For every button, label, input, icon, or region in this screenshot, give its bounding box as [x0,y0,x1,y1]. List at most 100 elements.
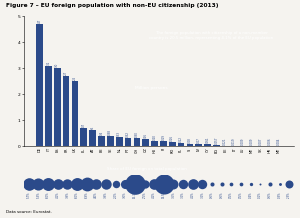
Point [123,182,128,185]
Text: 5.7%: 5.7% [27,191,31,198]
Text: 4.1%: 4.1% [191,191,195,198]
Bar [80,128,87,146]
Text: 0.08: 0.08 [188,137,192,143]
Text: 2.7: 2.7 [64,71,68,75]
Text: 0.19: 0.19 [161,134,165,140]
Text: 15.3%: 15.3% [133,190,137,198]
Text: 3.9%: 3.9% [65,191,69,198]
Text: 3.0%: 3.0% [123,191,127,198]
Text: 0.16: 0.16 [170,135,174,141]
Text: 4.1%: 4.1% [152,191,156,198]
Bar [160,141,167,146]
Text: 0.007: 0.007 [259,138,263,145]
Text: 6.0%: 6.0% [46,191,50,198]
Text: 4.0%: 4.0% [94,191,98,198]
Point [36,182,41,185]
Text: 3.9%: 3.9% [104,191,108,198]
Bar [187,144,193,146]
Bar [204,145,211,146]
Text: 2.5: 2.5 [73,76,77,80]
Text: 0.4: 0.4 [100,131,104,135]
Point [133,182,137,185]
Text: 3.1: 3.1 [46,60,50,65]
Bar [196,144,202,146]
Bar [72,81,78,146]
Point [84,182,89,185]
Point [55,182,60,185]
Text: 0.1%: 0.1% [258,191,262,198]
Text: 0.6%: 0.6% [268,191,272,198]
Text: 0.5%: 0.5% [239,191,243,198]
Text: 0.009: 0.009 [241,138,245,145]
Text: 6.0%: 6.0% [75,191,79,198]
Text: 2.3%: 2.3% [287,191,291,198]
Text: 0.004: 0.004 [276,138,280,145]
Text: 3.6%: 3.6% [172,191,176,198]
Text: 0.057: 0.057 [214,136,218,144]
Point [229,182,234,185]
Bar [125,138,131,146]
Bar [63,76,69,146]
Text: 4.7: 4.7 [38,19,42,23]
Text: The foreign population with citizenship of a non-member
country is 20.5 million,: The foreign population with citizenship … [149,31,274,40]
Point [277,182,282,185]
Text: 5.3%: 5.3% [37,191,41,198]
Text: Data source: Eurostat.: Data source: Eurostat. [6,210,52,214]
Text: 0.4%: 0.4% [249,191,253,198]
Bar [213,145,220,146]
Text: 0.12: 0.12 [179,136,183,142]
Text: 0.38: 0.38 [108,129,112,135]
Text: 0.6: 0.6 [91,126,95,130]
Text: 0.061: 0.061 [206,136,210,144]
Point [258,182,263,185]
Text: 3.0: 3.0 [55,63,59,67]
Bar [142,139,149,146]
Bar [36,24,43,146]
Point [181,182,185,185]
Point [190,182,195,185]
Bar [151,141,158,146]
Bar [98,136,105,146]
Bar [45,66,52,146]
Point [26,182,31,185]
Text: 4.1%: 4.1% [56,191,60,198]
Point [142,182,147,185]
Text: 0.021: 0.021 [223,137,227,145]
Text: 2.0%: 2.0% [114,191,118,198]
Bar [107,136,114,146]
Point [152,182,157,185]
Point [210,182,214,185]
Point [268,182,272,185]
Text: 0.7: 0.7 [82,123,86,127]
Point [65,182,70,185]
Point [238,182,243,185]
Point [75,182,80,185]
Point [161,182,166,185]
Text: 0.30: 0.30 [135,132,139,138]
Text: 2.5%: 2.5% [142,191,146,198]
Bar [116,138,122,146]
Text: 3.2%: 3.2% [181,191,185,198]
Text: 3.2%: 3.2% [200,191,204,198]
Text: 14.5%: 14.5% [162,190,166,198]
Text: 0.26: 0.26 [144,133,148,138]
Text: 0.07: 0.07 [197,138,201,143]
Bar [178,143,184,146]
Bar [89,131,96,146]
Point [219,182,224,185]
Text: 0.32: 0.32 [126,131,130,137]
Point [103,182,108,185]
Text: 0.6%: 0.6% [210,191,214,198]
Text: Figure 7 – EU foreign population with non-EU citizenship (2013): Figure 7 – EU foreign population with no… [6,3,218,8]
Bar [134,138,140,146]
Text: 0.3%: 0.3% [278,191,281,198]
Point [94,182,99,185]
Bar [54,68,61,146]
Point [287,182,292,185]
Point [200,182,205,185]
Bar [169,142,175,146]
Point [171,182,176,185]
Point [113,182,118,185]
Point [248,182,253,185]
Text: 0.006: 0.006 [268,138,272,145]
